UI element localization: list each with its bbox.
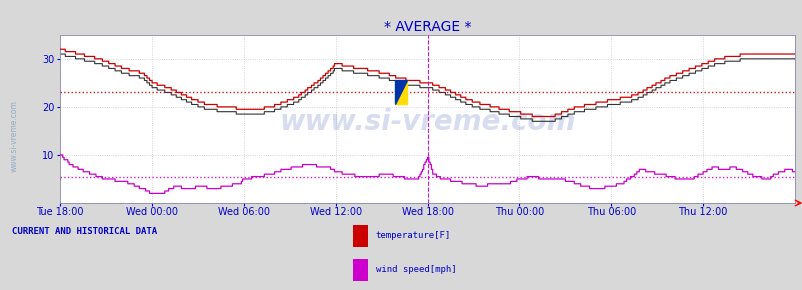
Bar <box>353 225 367 247</box>
Text: www.si-vreme.com: www.si-vreme.com <box>279 108 575 136</box>
Text: temperature[F]: temperature[F] <box>375 231 451 240</box>
Text: CURRENT AND HISTORICAL DATA: CURRENT AND HISTORICAL DATA <box>12 226 157 235</box>
Text: www.si-vreme.com: www.si-vreme.com <box>10 100 18 172</box>
Text: wind speed[mph]: wind speed[mph] <box>375 265 456 274</box>
Title: * AVERAGE *: * AVERAGE * <box>383 20 471 34</box>
Polygon shape <box>394 80 407 104</box>
Bar <box>353 259 367 281</box>
Polygon shape <box>394 80 407 104</box>
